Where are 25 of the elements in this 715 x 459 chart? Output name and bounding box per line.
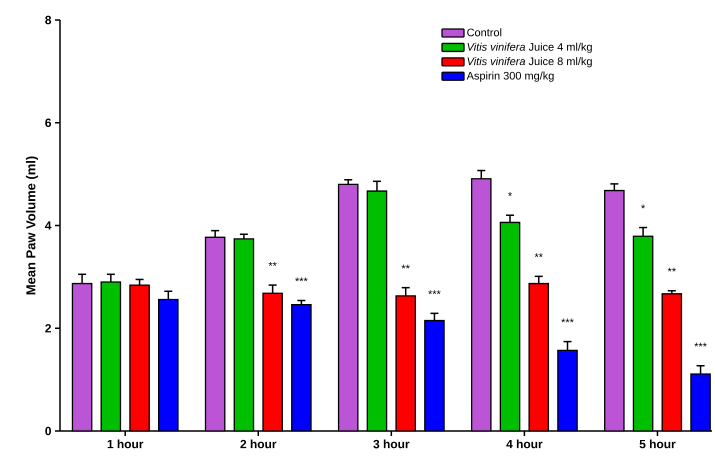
- x-tick-label: 3 hour: [373, 440, 410, 448]
- y-tick-label: 6: [45, 118, 52, 127]
- legend-label: Aspirin 300 mg/kg: [466, 72, 554, 82]
- x-tick-label: 5 hour: [640, 440, 676, 448]
- y-axis-title: Mean Paw Volume (ml): [26, 156, 38, 294]
- legend-label: Vitis vinifera Juice 8 ml/kg: [468, 57, 592, 68]
- data-label: **: [534, 253, 543, 258]
- data-label: ***: [561, 318, 574, 322]
- y-tick-label: 8: [45, 16, 52, 24]
- data-label: *: [508, 192, 512, 196]
- x-tick-label: 1 hour: [108, 440, 144, 448]
- y-tick-label: 4: [45, 221, 52, 230]
- data-label: **: [268, 262, 277, 266]
- data-label: **: [402, 264, 410, 268]
- legend-label: Vitis vinifera Juice 4 ml/kg: [468, 42, 592, 53]
- data-label: **: [668, 268, 676, 272]
- legend-label: Control: [467, 28, 502, 36]
- data-label: ***: [428, 290, 441, 294]
- x-tick-label: 2 hour: [240, 440, 276, 448]
- x-tick-label: 4 hour: [506, 440, 542, 448]
- data-label: ***: [694, 342, 707, 347]
- data-label: ***: [295, 277, 308, 282]
- data-label: *: [641, 204, 646, 208]
- y-tick-label: 2: [45, 324, 51, 332]
- y-tick-label: 0: [45, 426, 51, 436]
